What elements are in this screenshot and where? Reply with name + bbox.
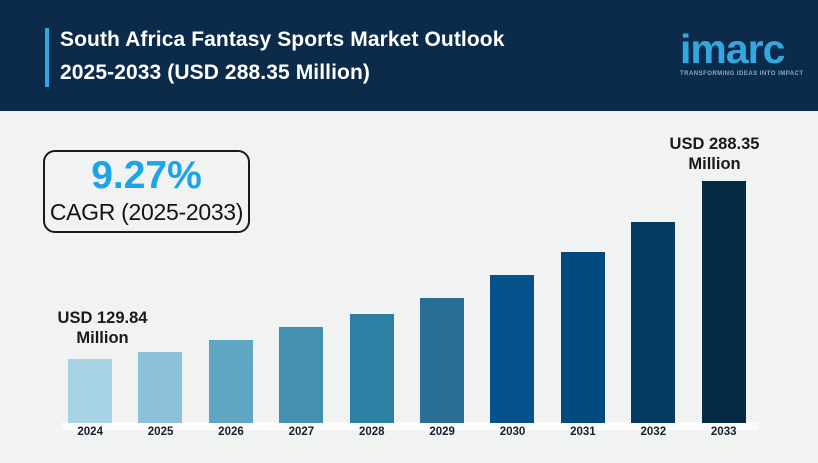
bars-row: 2024 2025 2026 2027 2028 2029 2030 2031 2032 2033 bbox=[55, 141, 759, 441]
first-bar-value-line2: Million bbox=[76, 329, 129, 347]
page-title-line2: 2025-2033 (USD 288.35 Million) bbox=[60, 61, 370, 84]
cagr-label: CAGR (2025-2033) bbox=[49, 199, 244, 225]
x-tick-2030: 2030 bbox=[499, 426, 526, 438]
bar-chart: 2024 2025 2026 2027 2028 2029 2030 2031 2032 2033 bbox=[55, 141, 759, 441]
header: South Africa Fantasy Sports Market Outlo… bbox=[0, 0, 818, 111]
cagr-box: 9.27% CAGR (2025-2033) bbox=[43, 150, 250, 233]
x-tick-2024: 2024 bbox=[77, 426, 103, 438]
page-title-line1: South Africa Fantasy Sports Market Outlo… bbox=[60, 28, 505, 51]
imarc-logo: imarc TRANSFORMING IDEAS INTO IMPACT bbox=[680, 26, 804, 77]
bar-slot-2029: 2029 bbox=[407, 141, 477, 441]
x-axis-band bbox=[62, 422, 759, 430]
bar-slot-2032: 2032 bbox=[618, 141, 688, 441]
bar-2025 bbox=[138, 352, 183, 423]
bar-2026 bbox=[208, 340, 253, 423]
first-bar-value-line1: USD 129.84 bbox=[57, 309, 148, 327]
bar-slot-2027: 2027 bbox=[266, 141, 336, 441]
bar-slot-2031: 2031 bbox=[548, 141, 618, 441]
x-tick-2026: 2026 bbox=[218, 426, 244, 438]
x-tick-2028: 2028 bbox=[358, 426, 385, 438]
first-bar-value-label: USD 129.84 Million bbox=[30, 308, 175, 348]
bar-slot-2028: 2028 bbox=[337, 141, 407, 441]
imarc-logo-text: imarc bbox=[680, 26, 785, 72]
bar-slot-2024: 2024 bbox=[55, 141, 125, 441]
bar-2031 bbox=[560, 252, 605, 423]
last-bar-value-line1: USD 288.35 bbox=[669, 135, 760, 153]
page-title: South Africa Fantasy Sports Market Outlo… bbox=[60, 23, 505, 89]
bar-2028 bbox=[349, 314, 394, 423]
bar-2033 bbox=[701, 181, 746, 423]
bar-2024 bbox=[68, 359, 112, 423]
bar-slot-2030: 2030 bbox=[477, 141, 547, 441]
cagr-value: 9.27% bbox=[91, 154, 202, 197]
last-bar-value-label: USD 288.35 Million bbox=[642, 134, 787, 174]
x-tick-2033: 2033 bbox=[710, 426, 737, 438]
x-tick-2032: 2032 bbox=[640, 426, 667, 438]
x-tick-2025: 2025 bbox=[147, 426, 174, 438]
x-tick-2029: 2029 bbox=[429, 426, 455, 438]
bar-slot-2025: 2025 bbox=[125, 141, 195, 441]
bar-2030 bbox=[490, 275, 535, 423]
bar-slot-2033: 2033 bbox=[689, 141, 759, 441]
imarc-logo-tagline: TRANSFORMING IDEAS INTO IMPACT bbox=[680, 71, 804, 77]
bar-2027 bbox=[279, 327, 324, 423]
title-accent-bar bbox=[45, 28, 49, 87]
bar-2029 bbox=[419, 298, 464, 423]
x-tick-2031: 2031 bbox=[570, 426, 596, 438]
bar-2032 bbox=[631, 222, 676, 423]
last-bar-value-line2: Million bbox=[688, 155, 741, 173]
x-tick-2027: 2027 bbox=[288, 426, 315, 438]
bar-slot-2026: 2026 bbox=[196, 141, 266, 441]
